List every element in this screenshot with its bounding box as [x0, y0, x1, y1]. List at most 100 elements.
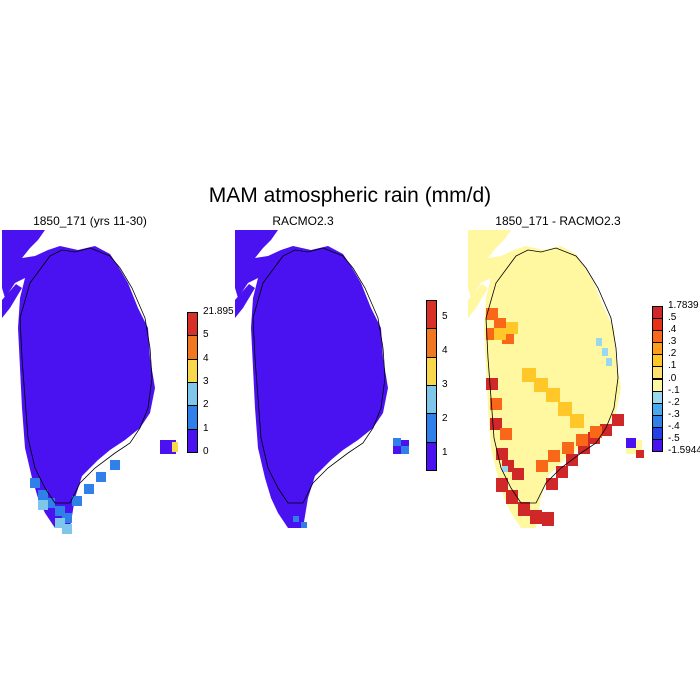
landmass-island — [235, 284, 255, 318]
landmass-island — [468, 284, 488, 318]
colorbar-label: .5 — [668, 312, 677, 324]
colorbar: -1.5944 -.5 -.4 -.3 -.2 -.1.0.1.2.3.4.5 1.7839 — [652, 300, 700, 456]
colorbar-label: 3 — [203, 376, 209, 387]
colorbar-segment — [187, 358, 198, 383]
grid-cell — [496, 448, 508, 460]
colorbar-label: 4 — [203, 352, 209, 364]
map-panel-model: 1850_171 (yrs 11-30) 0 1 2 3 4 5 21.895 — [0, 214, 234, 534]
colorbar-label: 5 — [442, 311, 448, 322]
grid-cell — [62, 513, 72, 523]
grid-cell — [496, 478, 508, 492]
grid-cell — [518, 502, 530, 516]
colorbar-label: 3 — [442, 379, 448, 390]
figure-title: MAM atmospheric rain (mm/d) — [208, 184, 492, 207]
grid-cell — [172, 442, 178, 452]
colorbar-segment — [426, 356, 437, 386]
colorbar-segment — [652, 378, 663, 392]
colorbar-label: .1 — [668, 360, 677, 372]
colorbar-segment — [652, 330, 663, 344]
grid-cell — [612, 414, 624, 426]
colorbar-segment — [652, 318, 663, 332]
colorbar-label: 2 — [442, 413, 448, 424]
colorbar-label: -1.5944 — [668, 445, 700, 456]
colorbar-segment — [187, 312, 198, 337]
colorbar-label: 1 — [442, 447, 448, 458]
greenland-rain-field — [235, 230, 409, 528]
grid-cell — [626, 438, 636, 448]
colorbar-segment — [187, 382, 198, 407]
colorbar: 0 1 2 3 4 5 21.895 — [187, 306, 247, 457]
grid-cell — [486, 378, 498, 390]
grid-cell — [55, 506, 65, 516]
grid-cell — [548, 450, 560, 462]
grid-cell — [55, 518, 65, 528]
colorbar-segment — [652, 438, 663, 452]
colorbar-segment — [652, 306, 663, 320]
colorbar-segment — [652, 426, 663, 440]
grid-cell — [301, 522, 307, 528]
greenland-rain-field — [2, 230, 176, 528]
greenland-map — [468, 230, 644, 528]
grid-cell — [490, 398, 502, 410]
grid-cell — [522, 368, 536, 382]
colorbar-label: -.3 — [668, 408, 680, 420]
colorbar-label: -.4 — [668, 420, 680, 432]
grid-cell — [546, 478, 558, 490]
grid-cell — [570, 414, 584, 428]
colorbar-segment — [652, 390, 663, 404]
grid-cell — [494, 318, 506, 330]
grid-cell — [506, 322, 518, 334]
colorbar-label: 4 — [442, 345, 448, 356]
grid-cell — [546, 388, 560, 402]
colorbar-label: .3 — [668, 336, 677, 348]
grid-cell — [500, 428, 512, 440]
colorbar-label: 2 — [203, 399, 209, 411]
greenland-map — [235, 230, 409, 528]
colorbar-segment — [426, 385, 437, 415]
grid-cell — [506, 490, 518, 504]
grid-cell — [393, 438, 401, 446]
grid-cell — [636, 450, 644, 458]
colorbar: 1 2 3 4 5 — [426, 300, 486, 471]
grid-cell — [596, 338, 602, 346]
colorbar-label: .4 — [668, 324, 677, 336]
colorbar-segment — [652, 402, 663, 416]
grid-cell — [606, 358, 612, 366]
colorbar-label: -.1 — [668, 384, 680, 396]
panel-title: RACMO2.3 — [272, 214, 334, 228]
grid-cell — [602, 348, 608, 356]
grid-cell — [530, 510, 542, 524]
grid-cell — [558, 402, 572, 416]
colorbar-label: 0 — [203, 446, 209, 457]
grid-cell — [502, 466, 508, 472]
map-panel-difference: 1850_171 - RACMO2.3 -1.5944 -.5 -.4 -.3 -.2-… — [466, 214, 700, 534]
grid-cell — [562, 442, 574, 454]
grid-cell — [590, 426, 602, 438]
grid-cell — [84, 484, 94, 494]
coastline — [485, 247, 619, 504]
grid-cell — [30, 478, 40, 488]
grid-cell — [494, 328, 506, 340]
grid-cell — [38, 500, 48, 510]
colorbar-segment — [426, 413, 437, 443]
colorbar-label: .0 — [668, 372, 677, 384]
colorbar-segment — [187, 335, 198, 360]
colorbar-segment — [652, 342, 663, 356]
colorbar-segment — [426, 300, 437, 330]
panel-title: 1850_171 - RACMO2.3 — [495, 214, 621, 228]
grid-cell — [62, 524, 72, 534]
coastline — [252, 247, 386, 504]
anomaly-cells — [30, 442, 178, 534]
grid-cell — [72, 496, 82, 506]
grid-cell — [536, 460, 548, 472]
colorbar-segment — [652, 354, 663, 368]
grid-cell — [486, 308, 498, 320]
grid-cell — [542, 512, 554, 526]
colorbar-label: 5 — [203, 329, 209, 341]
grid-cell — [96, 472, 106, 482]
grid-cell — [38, 490, 48, 500]
colorbar-label: 1.7839 — [668, 300, 699, 311]
grid-cell — [534, 378, 548, 392]
map-panel-racmo: RACMO2.3 1 2 3 4 5 — [233, 214, 448, 534]
colorbar-segment — [652, 414, 663, 428]
